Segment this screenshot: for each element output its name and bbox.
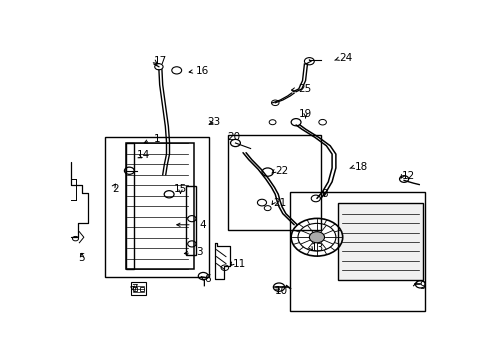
Bar xyxy=(290,192,424,311)
Text: 11: 11 xyxy=(232,258,245,269)
Text: 6: 6 xyxy=(204,274,210,284)
Text: 13: 13 xyxy=(311,243,324,253)
Bar xyxy=(186,186,195,255)
Text: 19: 19 xyxy=(298,109,311,119)
Text: 25: 25 xyxy=(297,84,310,94)
Bar xyxy=(131,282,145,296)
Text: 3: 3 xyxy=(195,247,202,257)
Text: 14: 14 xyxy=(137,150,150,161)
Text: 23: 23 xyxy=(206,117,220,127)
Text: 24: 24 xyxy=(339,53,352,63)
Text: 16: 16 xyxy=(195,66,208,76)
Bar xyxy=(132,287,137,291)
Text: 17: 17 xyxy=(154,56,167,66)
Circle shape xyxy=(309,232,324,243)
Bar xyxy=(227,135,320,230)
Text: 15: 15 xyxy=(174,184,187,194)
Text: 20: 20 xyxy=(226,132,240,143)
Text: 7: 7 xyxy=(131,284,138,293)
Bar xyxy=(125,143,193,269)
Bar xyxy=(337,203,422,280)
Bar xyxy=(139,287,144,291)
Text: 2: 2 xyxy=(112,184,119,194)
Text: 1: 1 xyxy=(154,134,160,144)
Text: 18: 18 xyxy=(354,162,367,172)
Text: 12: 12 xyxy=(401,171,415,181)
Bar xyxy=(125,143,134,269)
Text: 8: 8 xyxy=(321,189,327,199)
Text: 22: 22 xyxy=(275,166,288,176)
Text: 10: 10 xyxy=(275,286,288,296)
Text: 5: 5 xyxy=(79,253,85,263)
Text: 21: 21 xyxy=(273,198,286,208)
Text: 9: 9 xyxy=(418,281,425,291)
Bar xyxy=(104,138,208,278)
Text: 4: 4 xyxy=(199,220,205,230)
